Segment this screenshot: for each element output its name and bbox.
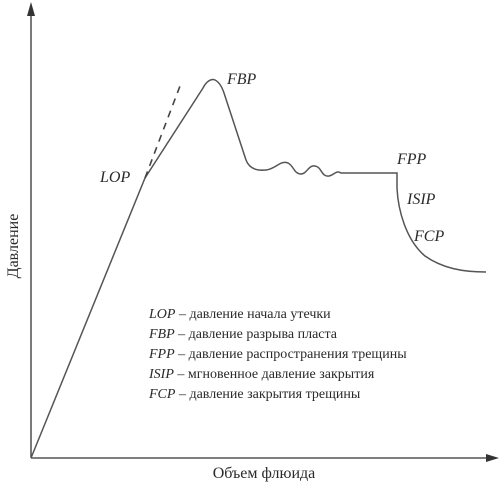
x-axis-arrow-icon — [486, 454, 499, 462]
y-axis-label: Давление — [5, 214, 22, 279]
isip-label: ISIP — [406, 191, 436, 208]
lop-label: LOP — [99, 169, 130, 186]
pressure-curve — [30, 78, 487, 459]
legend-item: LOP – давление начала утечки — [148, 307, 331, 322]
legend: LOP – давление начала утечки FBP – давле… — [148, 307, 407, 402]
legend-item: FPP – давление распространения трещины — [148, 347, 407, 362]
y-axis-arrow-icon — [27, 2, 35, 16]
lop-tangent-dashed — [144, 85, 181, 179]
legend-item: FCP – давление закрытия трещины — [148, 387, 361, 402]
x-axis-label: Объем флюида — [213, 465, 316, 482]
legend-item: FBP – давление разрыва пласта — [148, 327, 338, 342]
fcp-label: FCP — [413, 228, 444, 245]
legend-item: ISIP – мгновенное давление закрытия — [148, 367, 375, 382]
fpp-label: FPP — [396, 151, 427, 168]
fbp-label: FBP — [226, 71, 257, 88]
